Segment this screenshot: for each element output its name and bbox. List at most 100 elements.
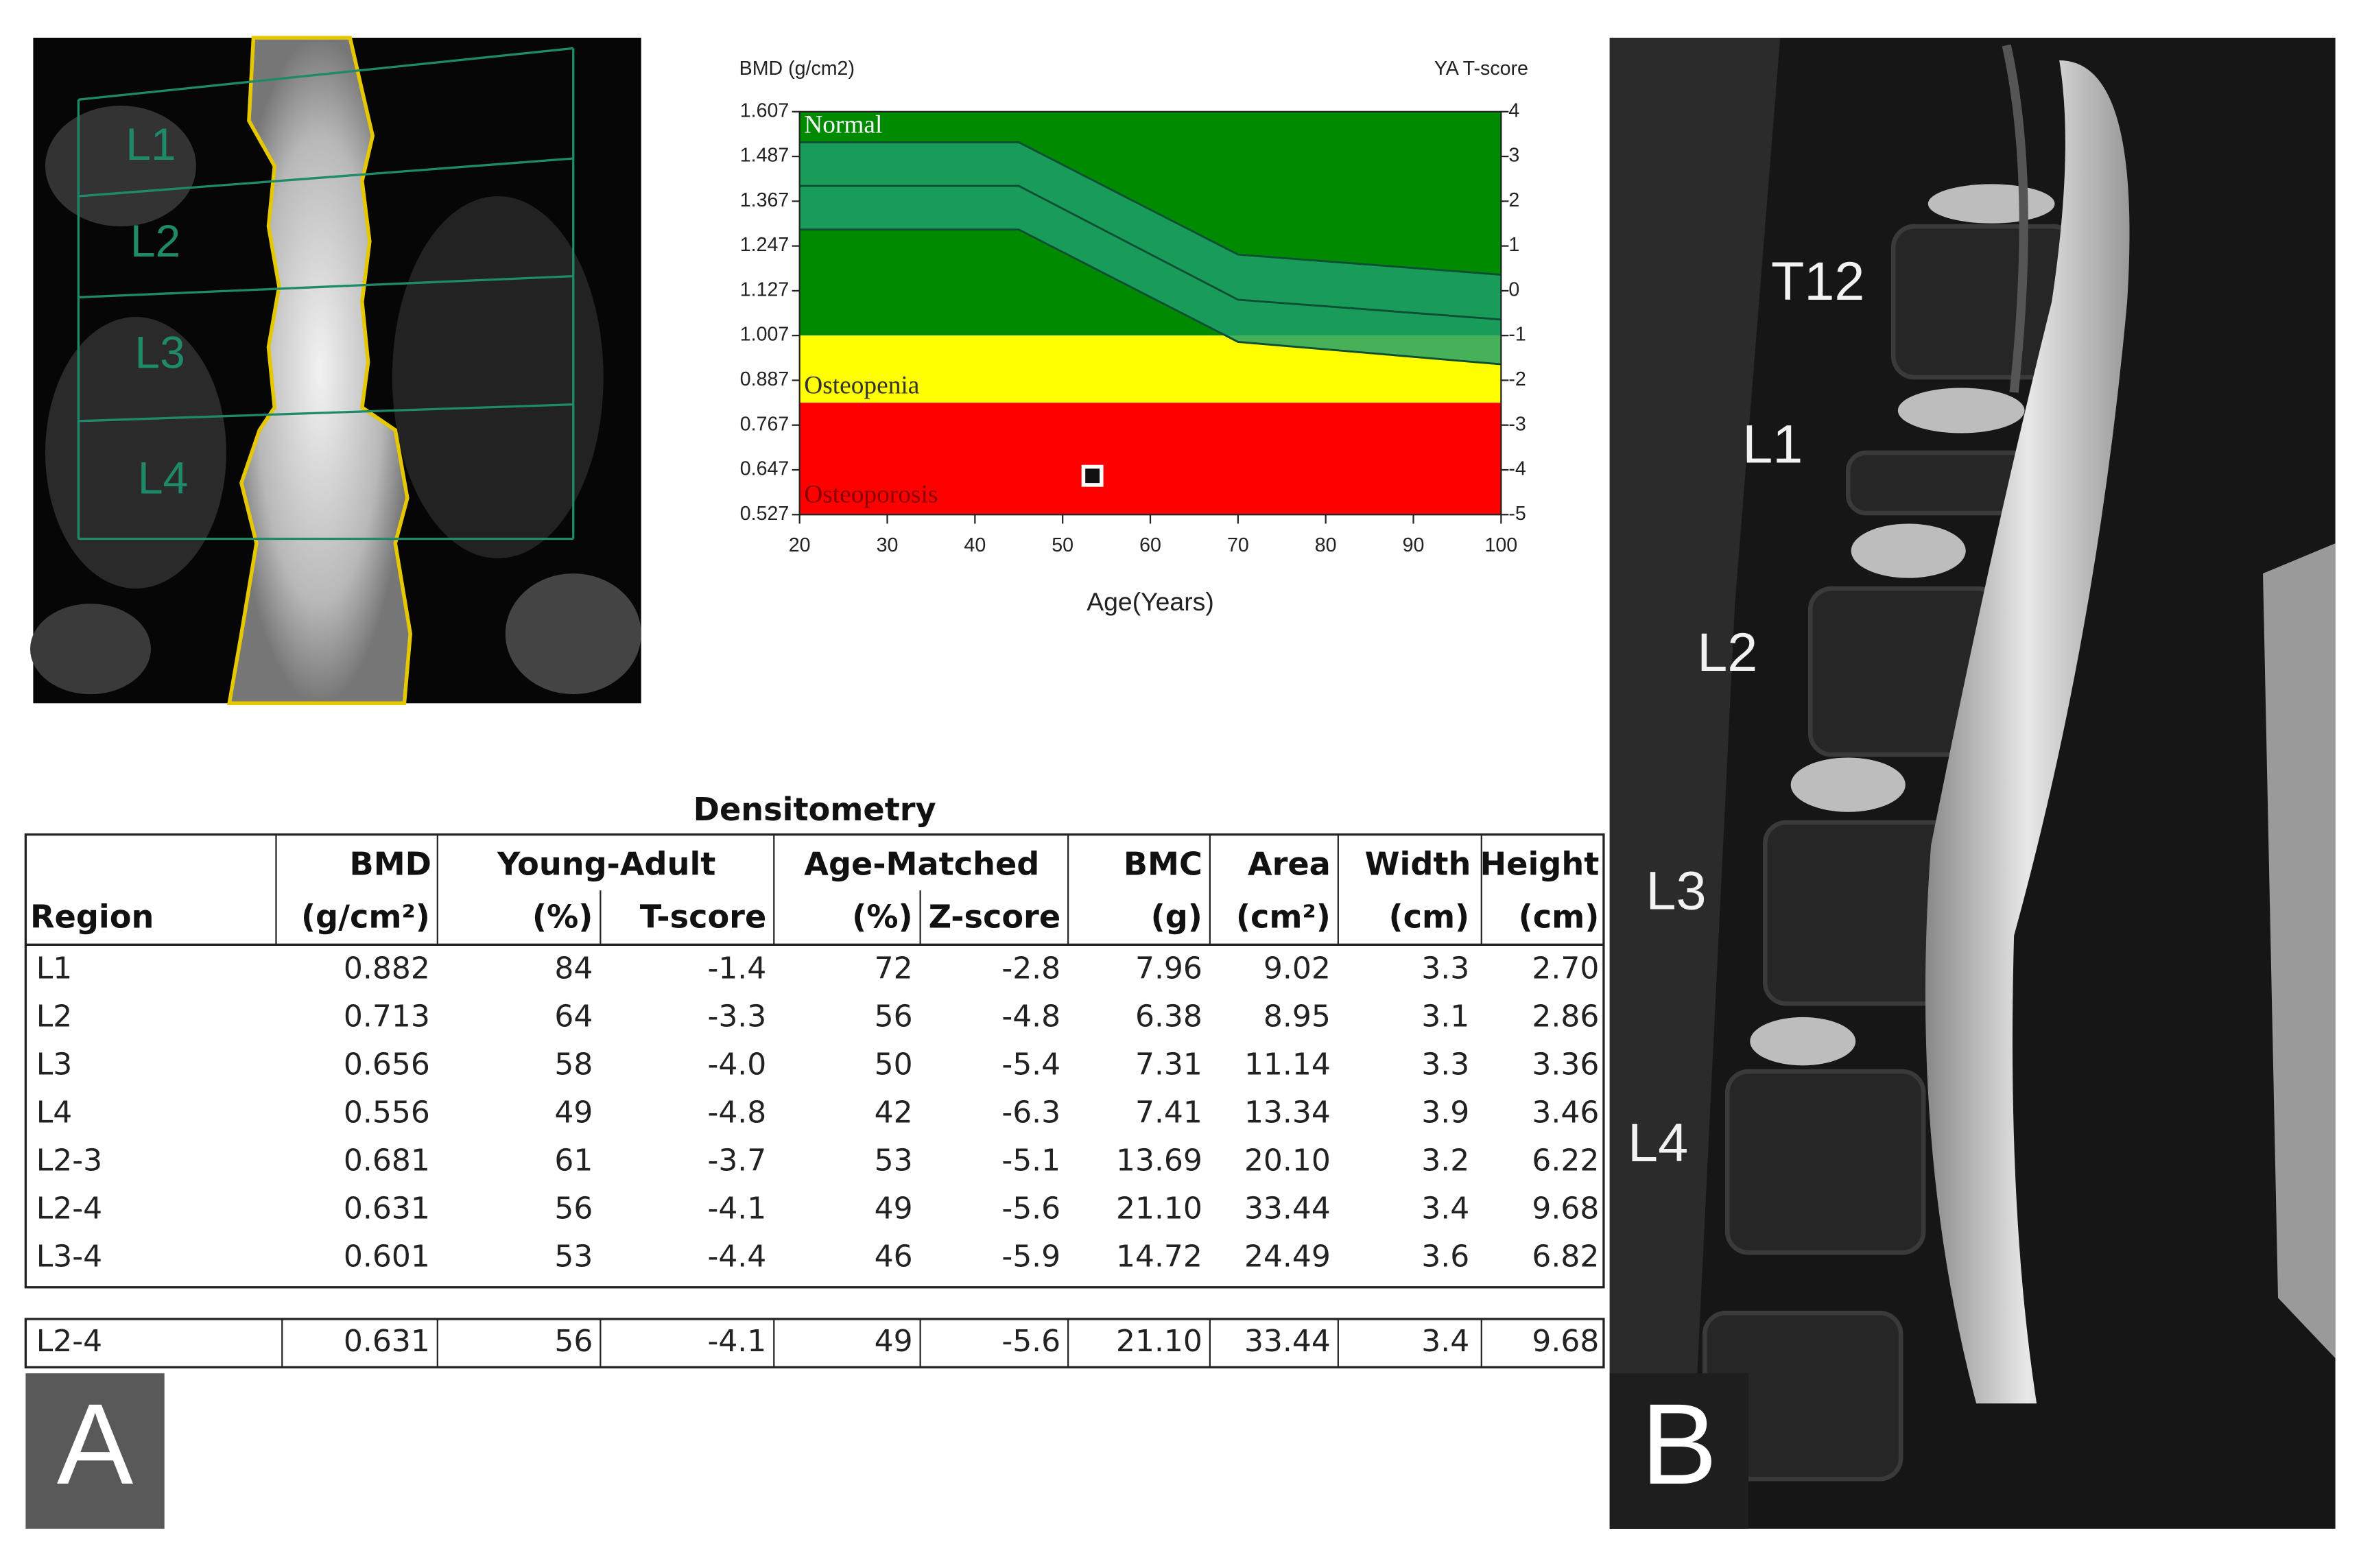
bmd-chart: Normal Osteopenia Osteoporosis 0.527 0.647 0.… xyxy=(739,58,1528,616)
table-cell: 0.656 xyxy=(344,1047,430,1082)
y-tick-label: 1.007 xyxy=(740,324,790,346)
table-cell: L2 xyxy=(36,999,72,1034)
y-tick-label: 0.647 xyxy=(740,458,790,480)
patient-point xyxy=(1081,464,1104,487)
table-cell: -5.9 xyxy=(1001,1239,1060,1274)
x-tick-label: 80 xyxy=(1315,534,1337,556)
table-cell: 3.46 xyxy=(1532,1095,1599,1130)
x-tick-label: 60 xyxy=(1139,534,1161,556)
dxa-label: L1 xyxy=(126,119,176,169)
panel-label: A xyxy=(57,1381,134,1508)
table-cell: 24.49 xyxy=(1244,1239,1331,1274)
table-cell: L1 xyxy=(36,951,72,986)
table-cell: -3.3 xyxy=(707,999,766,1034)
summary-frame xyxy=(24,1318,1605,1369)
x-tick-label: 20 xyxy=(789,534,811,556)
table-cell: 56 xyxy=(554,1191,593,1226)
table-cell: 7.41 xyxy=(1135,1095,1202,1130)
reference-line xyxy=(799,228,1502,366)
reference-line xyxy=(799,141,1502,276)
panel-label: B xyxy=(1641,1381,1717,1508)
header-top: Young-Adult xyxy=(497,845,715,882)
header-bottom: (%) xyxy=(532,898,593,935)
dxa-label: L2 xyxy=(130,215,180,266)
table-cell: 6.38 xyxy=(1135,999,1202,1034)
y2-axis-title: YA T-score xyxy=(1434,58,1528,80)
table-cell: 53 xyxy=(554,1239,593,1274)
table-cell: 13.34 xyxy=(1244,1095,1331,1130)
table-cell: 0.601 xyxy=(344,1239,430,1274)
table-cell: 7.96 xyxy=(1135,951,1202,986)
x-tick-label: 50 xyxy=(1052,534,1073,556)
header-bottom: T-score xyxy=(640,898,767,935)
table-cell: -5.4 xyxy=(1001,1047,1060,1082)
densitometry-table: Densitometry BMD Young-Adult Age-Matched BMC… xyxy=(24,791,1605,1369)
y-tick-label: 1.367 xyxy=(740,189,790,211)
y2-tick-label: -1 xyxy=(1508,324,1526,346)
mri-image xyxy=(1609,38,2336,1529)
x-axis-title: Age(Years) xyxy=(1087,587,1214,616)
table-cell: 53 xyxy=(875,1143,913,1178)
table-cell: 49 xyxy=(875,1191,913,1226)
header-bottom: Z-score xyxy=(929,898,1061,935)
table-cell: 3.9 xyxy=(1421,1095,1469,1130)
table-cell: 72 xyxy=(875,951,913,986)
y2-tick-label: -4 xyxy=(1508,458,1526,480)
header-bottom: Region xyxy=(30,898,154,935)
table-cell: 50 xyxy=(875,1047,913,1082)
table-cell: -4.1 xyxy=(707,1191,766,1226)
y-tick-label: 1.607 xyxy=(740,99,790,121)
summary-cell: 21.10 xyxy=(1116,1324,1202,1359)
y2-tick-label: -3 xyxy=(1508,413,1526,435)
panel-label-box xyxy=(25,1373,165,1529)
table-cell: 3.6 xyxy=(1421,1239,1469,1274)
table-cell: 3.3 xyxy=(1421,951,1469,986)
y-axis-title: BMD (g/cm2) xyxy=(739,58,855,80)
y2-tick-label: 0 xyxy=(1508,278,1519,300)
table-cell: 64 xyxy=(554,999,593,1034)
table-cell: -5.1 xyxy=(1001,1143,1060,1178)
labels: L1 L2 L3 L4 T12 L1 L2 L3 L4 A B xyxy=(25,119,1864,1529)
summary-cell: 0.631 xyxy=(344,1324,430,1359)
table-cell: L4 xyxy=(36,1095,72,1130)
x-tick-label: 100 xyxy=(1485,534,1518,556)
header-bottom: (g/cm²) xyxy=(301,898,430,935)
table-cell: -3.7 xyxy=(707,1143,766,1178)
summary-cell: 56 xyxy=(554,1324,593,1359)
table-cell: 8.95 xyxy=(1263,999,1331,1034)
header-bottom: (cm) xyxy=(1388,898,1469,935)
table-cell: 2.70 xyxy=(1532,951,1599,986)
table-cell: -4.8 xyxy=(707,1095,766,1130)
summary-cell: -5.6 xyxy=(1001,1324,1060,1359)
y-tick-label: 1.487 xyxy=(740,145,790,167)
mri-label: L2 xyxy=(1697,621,1757,682)
table-cell: 11.14 xyxy=(1244,1047,1331,1082)
table-cell: 0.882 xyxy=(344,951,430,986)
table-cell: L3-4 xyxy=(36,1239,102,1274)
header-bottom: (cm²) xyxy=(1236,898,1331,935)
table-cell: 6.22 xyxy=(1532,1143,1599,1178)
table-cell: 9.68 xyxy=(1532,1191,1599,1226)
table-frame xyxy=(24,833,1605,1289)
summary-cell: L2-4 xyxy=(36,1324,102,1359)
table-cell: L3 xyxy=(36,1047,72,1082)
y-tick-label: 0.527 xyxy=(740,503,790,525)
table-title: Densitometry xyxy=(693,791,936,828)
table-cell: 58 xyxy=(554,1047,593,1082)
table-cell: -2.8 xyxy=(1001,951,1060,986)
table-cell: 7.31 xyxy=(1135,1047,1202,1082)
x-tick-label: 30 xyxy=(877,534,899,556)
header-top: BMC xyxy=(1124,845,1202,882)
table-cell: 3.36 xyxy=(1532,1047,1599,1082)
header-bottom: (g) xyxy=(1151,898,1202,935)
dxa-image xyxy=(29,36,641,706)
table-cell: 0.631 xyxy=(344,1191,430,1226)
summary-cell: 3.4 xyxy=(1421,1324,1469,1359)
header-bottom: (cm) xyxy=(1519,898,1600,935)
table-cell: L2-4 xyxy=(36,1191,102,1226)
summary-cell: 9.68 xyxy=(1532,1324,1599,1359)
table-cell: -4.8 xyxy=(1001,999,1060,1034)
table-cell: -4.0 xyxy=(707,1047,766,1082)
table-cell: 46 xyxy=(875,1239,913,1274)
